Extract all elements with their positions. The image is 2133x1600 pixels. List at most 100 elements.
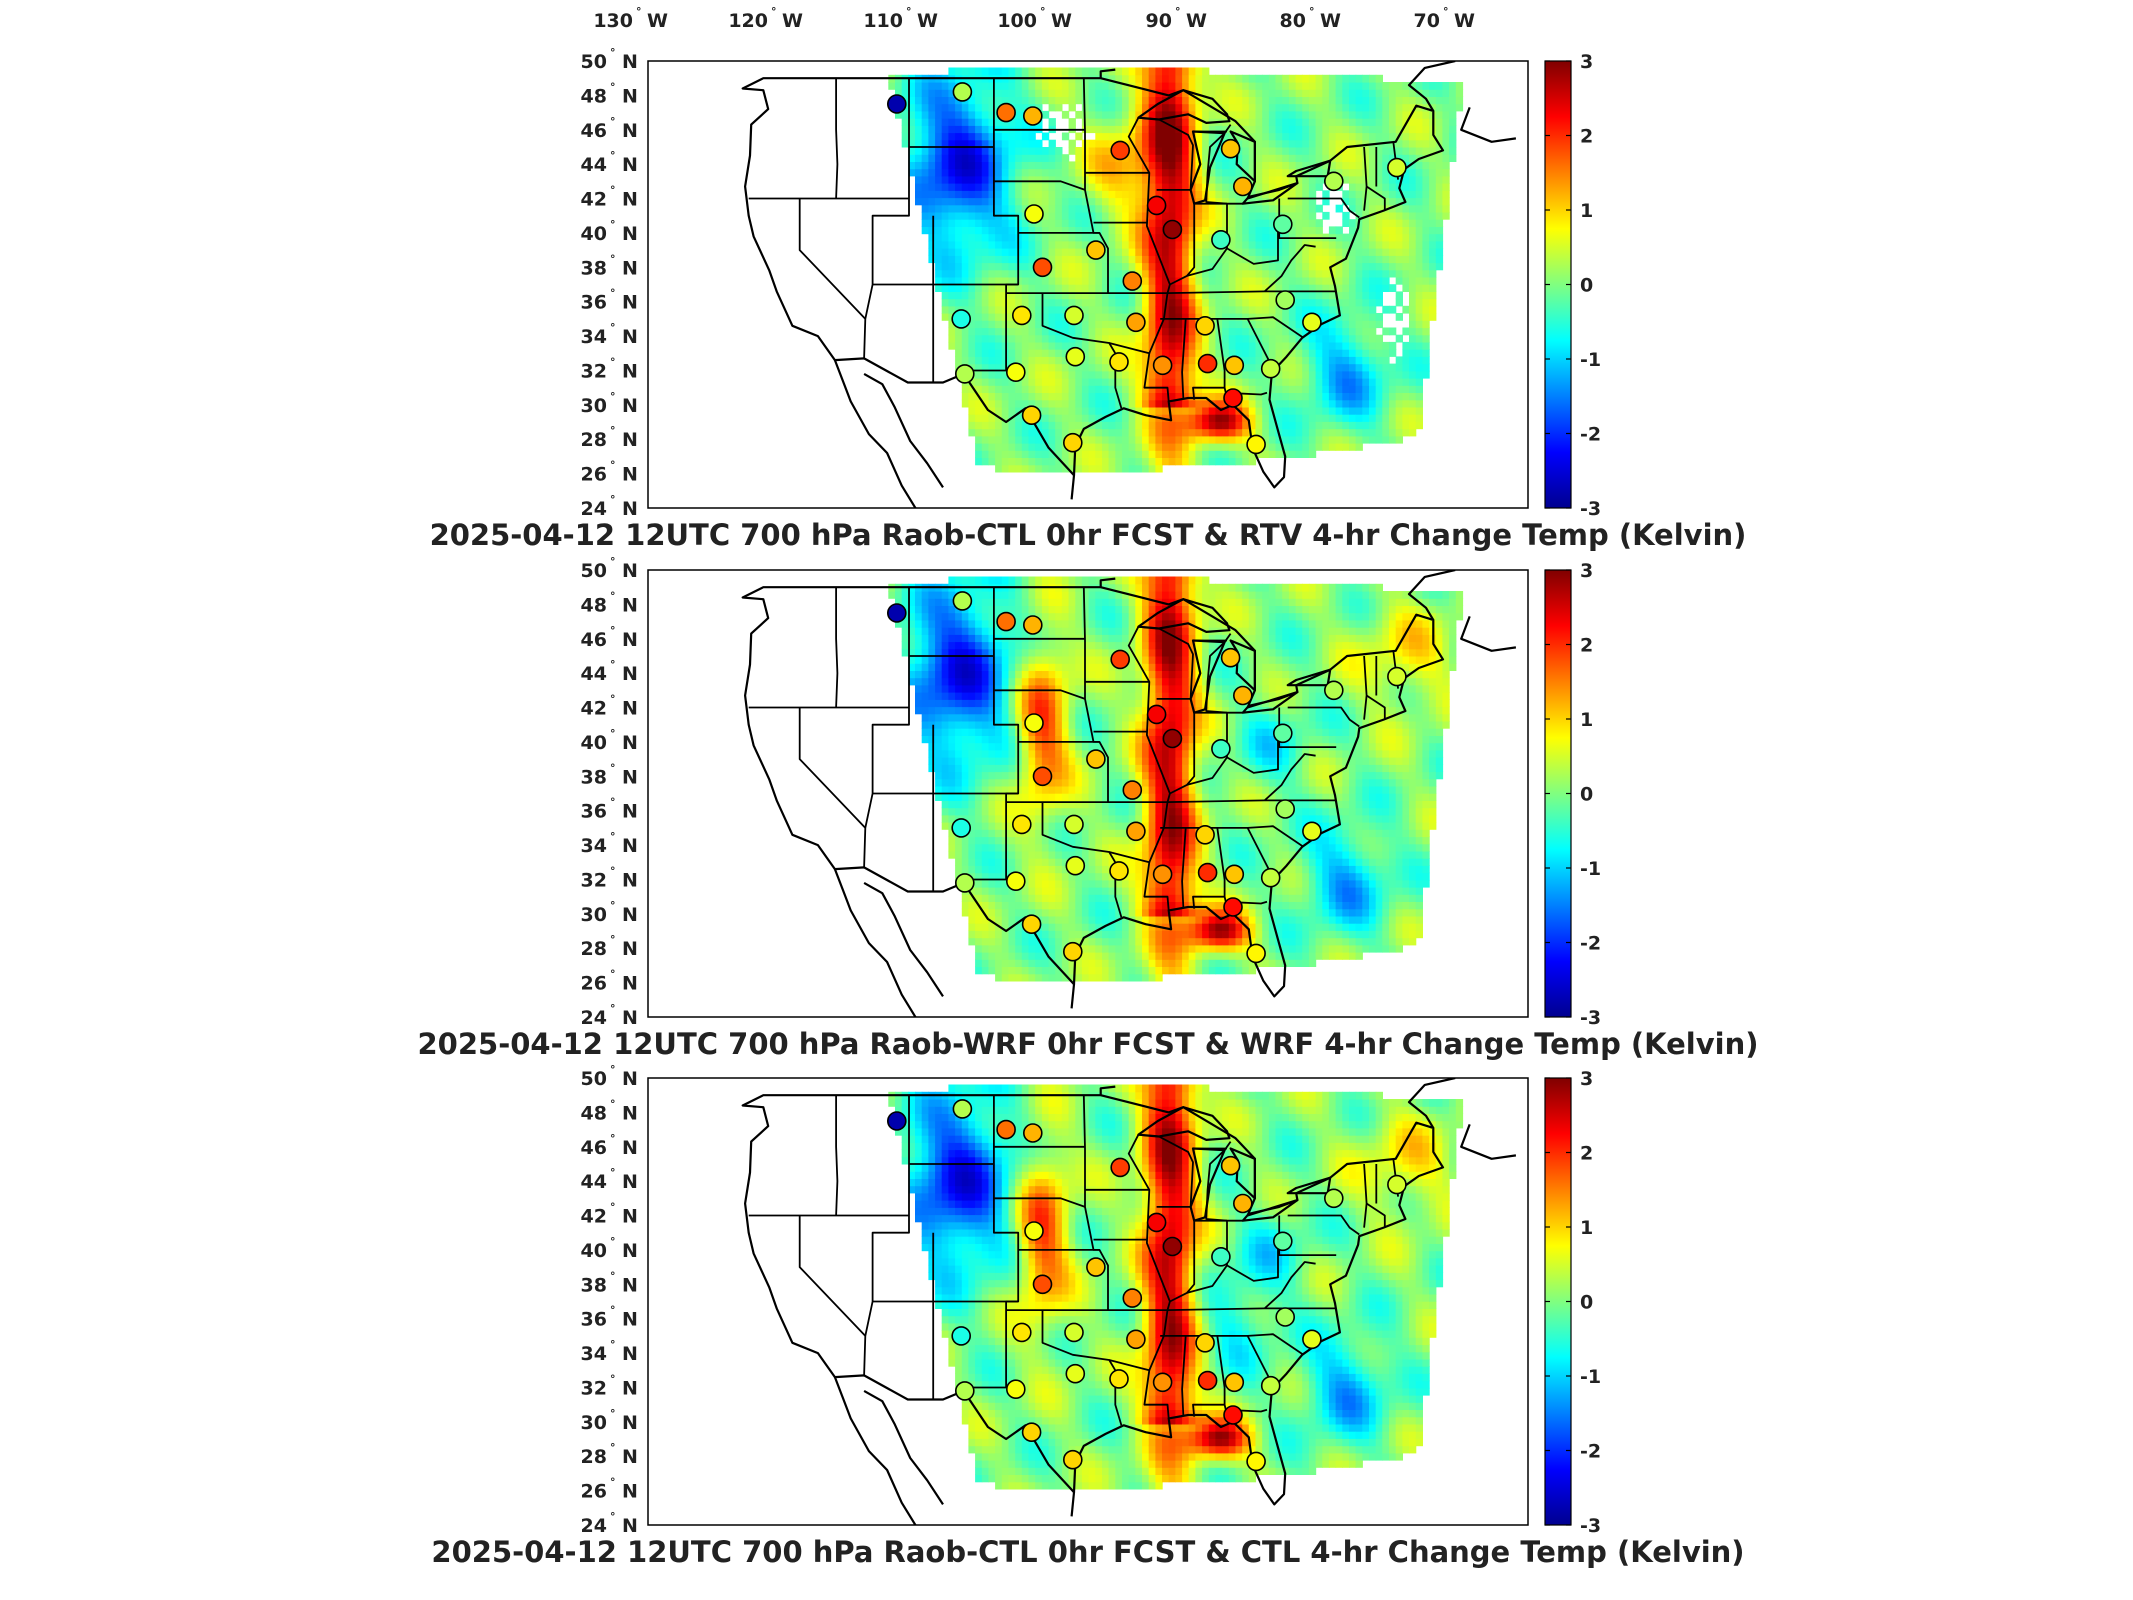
field-cell — [1409, 204, 1417, 213]
field-cell — [1228, 226, 1237, 235]
field-cell — [1255, 161, 1263, 170]
field-cell — [1215, 132, 1223, 141]
field-cell — [1442, 197, 1450, 206]
field-cell — [1135, 370, 1143, 379]
field-cell — [1175, 428, 1183, 437]
field-cell — [1168, 435, 1176, 444]
field-cell — [1162, 414, 1170, 422]
field-cell — [1148, 291, 1156, 300]
field-cell — [1262, 291, 1270, 300]
field-cell — [1235, 204, 1243, 213]
field-cell — [1008, 269, 1016, 278]
field-cell — [1148, 269, 1156, 278]
field-cell — [1242, 349, 1250, 357]
field-cell — [1035, 175, 1043, 184]
field-cell — [1369, 298, 1377, 307]
field-cell — [1362, 118, 1370, 126]
field-cell — [1382, 435, 1390, 444]
field-cell — [1295, 450, 1303, 458]
field-cell — [1248, 414, 1257, 422]
field-cell — [1208, 392, 1217, 401]
field-cell — [1369, 428, 1377, 437]
field-cell — [1095, 428, 1103, 437]
field-cell — [1288, 284, 1297, 292]
field-cell — [1028, 139, 1036, 148]
field-cell — [1108, 291, 1116, 300]
field-cell — [961, 901, 970, 910]
field-cell — [1028, 284, 1036, 292]
field-cell — [1035, 197, 1043, 206]
field-cell — [1208, 219, 1217, 227]
field-cell — [975, 204, 983, 213]
field-cell — [895, 591, 903, 599]
field-cell — [1155, 103, 1163, 112]
field-cell — [975, 706, 983, 715]
field-cell — [921, 147, 929, 155]
field-cell — [1302, 421, 1310, 430]
field-cell — [1328, 118, 1337, 126]
field-cell — [915, 634, 923, 643]
field-cell — [1288, 385, 1297, 393]
field-cell — [928, 248, 936, 256]
field-cell — [975, 385, 983, 393]
field-cell — [1115, 67, 1123, 76]
field-cell — [928, 648, 936, 657]
field-cell — [1282, 313, 1290, 321]
field-cell — [1068, 219, 1076, 227]
field-cell — [1422, 248, 1430, 256]
field-cell — [1255, 334, 1263, 343]
field-cell — [1228, 269, 1237, 278]
field-cell — [1182, 313, 1190, 321]
field-cell — [1382, 269, 1390, 278]
field-cell — [1122, 313, 1130, 321]
field-cell — [995, 327, 1003, 336]
field-cell — [1128, 262, 1136, 271]
field-cell — [1041, 457, 1050, 466]
raob-station-marker — [1223, 388, 1243, 408]
field-cell — [1349, 154, 1357, 162]
field-cell — [1015, 966, 1023, 975]
field-cell — [1449, 132, 1457, 141]
field-cell — [1349, 327, 1357, 336]
field-cell — [988, 399, 996, 408]
field-cell — [1282, 255, 1290, 264]
field-cell — [1188, 450, 1196, 458]
field-cell — [1255, 313, 1263, 321]
field-cell — [981, 219, 990, 227]
field-cell — [975, 139, 983, 148]
field-cell — [1088, 428, 1096, 437]
field-cell — [1061, 226, 1070, 235]
field-cell — [1355, 190, 1363, 199]
field-cell — [1308, 370, 1317, 379]
field-cell — [1222, 74, 1230, 83]
field-cell — [988, 435, 996, 444]
field-cell — [1349, 305, 1357, 314]
field-cell — [1088, 443, 1096, 451]
field-cell — [1402, 147, 1410, 155]
field-cell — [1175, 118, 1183, 126]
field-cell — [1102, 211, 1110, 220]
field-cell — [995, 168, 1003, 177]
field-cell — [1342, 147, 1350, 155]
field-cell — [928, 197, 936, 206]
field-cell — [1061, 204, 1070, 213]
field-cell — [1075, 406, 1083, 415]
field-cell — [1068, 385, 1076, 393]
field-cell — [1115, 385, 1123, 393]
field-cell — [961, 684, 970, 693]
field-cell — [995, 793, 1003, 801]
field-cell — [1435, 103, 1444, 112]
field-cell — [955, 284, 963, 292]
field-cell — [935, 598, 943, 606]
field-cell — [1175, 139, 1183, 148]
field-cell — [1248, 248, 1257, 256]
field-cell — [1395, 291, 1403, 300]
field-cell — [1402, 168, 1410, 177]
field-cell — [1369, 103, 1377, 112]
field-cell — [955, 850, 963, 859]
field-cell — [1328, 284, 1337, 292]
field-cell — [941, 656, 949, 664]
field-cell — [915, 605, 923, 614]
field-cell — [1148, 363, 1156, 372]
field-cell — [1122, 435, 1130, 444]
